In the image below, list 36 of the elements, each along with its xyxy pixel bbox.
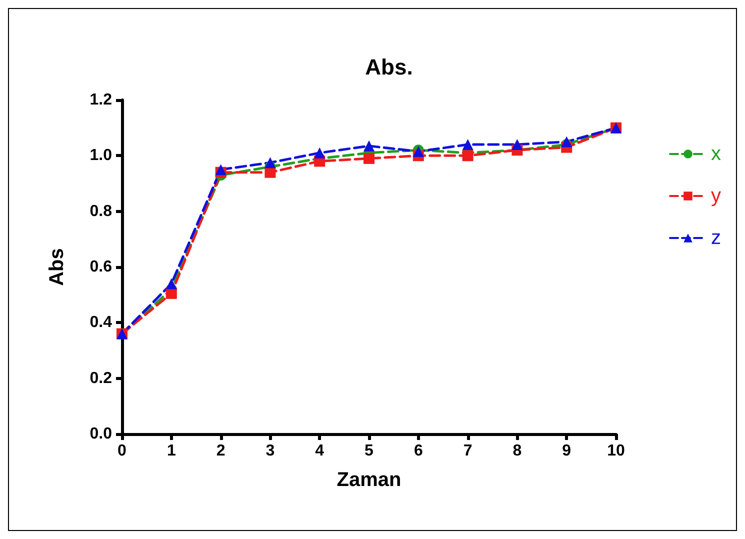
point bbox=[166, 288, 177, 299]
y-axis-title: Abs bbox=[46, 248, 68, 286]
x-tick-label: 9 bbox=[562, 442, 572, 460]
y-tick-label: 0.2 bbox=[90, 370, 112, 387]
y-tick-label: 1.2 bbox=[90, 92, 112, 108]
legend-label: y bbox=[711, 185, 721, 207]
legend-label: z bbox=[711, 227, 721, 249]
x-tick-label: 2 bbox=[216, 442, 226, 460]
x-tick-label: 3 bbox=[266, 442, 275, 460]
point bbox=[462, 150, 474, 162]
point bbox=[512, 139, 523, 150]
y-tick-label: 0.8 bbox=[90, 202, 112, 220]
x-tick-label: 1 bbox=[166, 442, 176, 460]
point bbox=[364, 152, 374, 164]
x-tick-label: 8 bbox=[512, 442, 522, 460]
point bbox=[166, 278, 177, 290]
x-tick-label: 10 bbox=[607, 442, 625, 460]
point bbox=[561, 136, 572, 148]
point bbox=[264, 166, 276, 178]
x-tick-label: 7 bbox=[463, 442, 472, 460]
y-tick-label: 0.6 bbox=[90, 258, 112, 276]
x-tick-label: 0 bbox=[118, 442, 127, 460]
y-tick-label: 0.4 bbox=[90, 314, 112, 332]
x-tick-label: 5 bbox=[364, 442, 374, 460]
x-tick-label: 4 bbox=[315, 442, 324, 460]
point bbox=[264, 157, 276, 168]
x-tick-label: 6 bbox=[414, 442, 423, 460]
point bbox=[314, 147, 326, 158]
point bbox=[364, 140, 374, 152]
chart-title: Abs. bbox=[365, 54, 413, 80]
y-tick-label: 1.0 bbox=[90, 147, 112, 164]
point bbox=[215, 164, 226, 176]
y-tick-label: 0.0 bbox=[90, 426, 112, 442]
legend-label: x bbox=[711, 143, 721, 165]
x-axis-title: Zaman bbox=[336, 469, 402, 491]
point bbox=[462, 139, 474, 150]
